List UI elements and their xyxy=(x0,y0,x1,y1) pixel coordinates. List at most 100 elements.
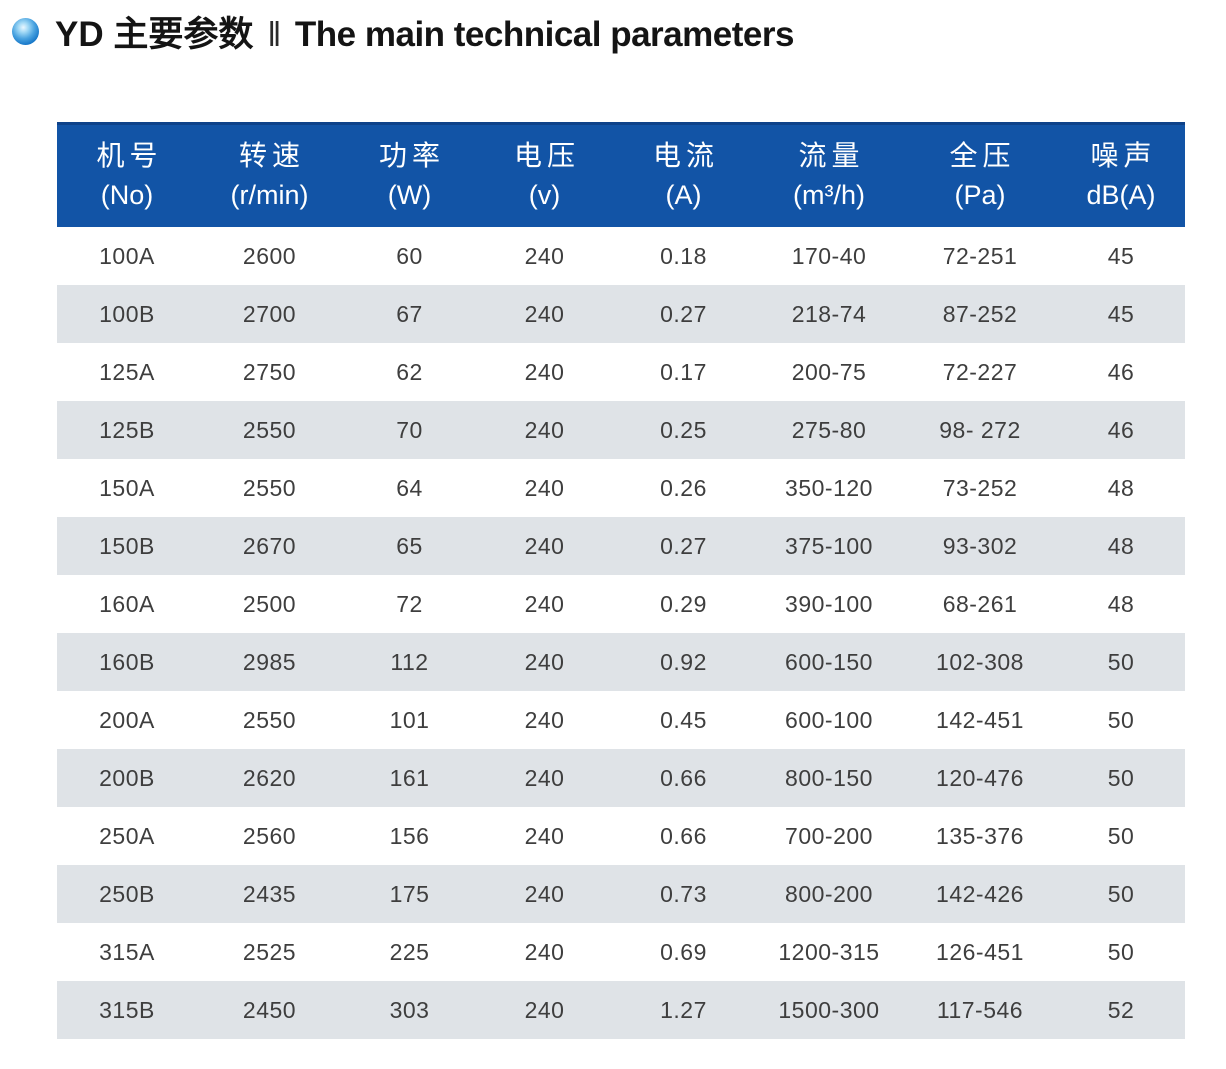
value-cell: 2600 xyxy=(197,227,342,285)
section-title-text: YD 主要参数 ‖ The main technical parameters xyxy=(55,6,794,57)
value-cell: 240 xyxy=(477,227,612,285)
value-cell: 101 xyxy=(342,691,477,749)
value-cell: 72 xyxy=(342,575,477,633)
model-cell: 250A xyxy=(57,807,197,865)
value-cell: 0.29 xyxy=(612,575,755,633)
value-cell: 2550 xyxy=(197,691,342,749)
section-title: YD 主要参数 ‖ The main technical parameters xyxy=(12,6,794,57)
value-cell: 60 xyxy=(342,227,477,285)
value-cell: 0.45 xyxy=(612,691,755,749)
value-cell: 240 xyxy=(477,401,612,459)
value-cell: 240 xyxy=(477,575,612,633)
value-cell: 240 xyxy=(477,343,612,401)
value-cell: 48 xyxy=(1057,575,1185,633)
value-cell: 70 xyxy=(342,401,477,459)
value-cell: 0.73 xyxy=(612,865,755,923)
value-cell: 218-74 xyxy=(755,285,903,343)
col-name: 流量 xyxy=(798,139,865,171)
value-cell: 0.27 xyxy=(612,285,755,343)
table-row: 150B 2670 65 240 0.27 375-100 93-302 48 xyxy=(57,517,1185,575)
parameters-table: 机号 (No) 转速 (r/min) 功率 (W) 电压 (v) 电流 (A xyxy=(57,122,1185,1039)
col-unit: (A) xyxy=(665,179,702,210)
col-name: 功率 xyxy=(378,139,445,171)
value-cell: 2670 xyxy=(197,517,342,575)
title-separator: ‖ xyxy=(267,16,281,54)
value-cell: 240 xyxy=(477,749,612,807)
table-body: 100A 2600 60 240 0.18 170-40 72-251 45 100B 2700 6… xyxy=(57,227,1185,1039)
col-header-voltage: 电压 (v) xyxy=(477,122,612,227)
value-cell: 1200-315 xyxy=(755,923,903,981)
col-unit: (r/min) xyxy=(230,179,309,210)
col-header-model: 机号 (No) xyxy=(57,122,197,227)
blue-sphere-bullet-icon xyxy=(12,18,39,45)
model-cell: 160A xyxy=(57,575,197,633)
value-cell: 126-451 xyxy=(903,923,1057,981)
table-row: 315B 2450 303 240 1.27 1500-300 117-546 52 xyxy=(57,981,1185,1039)
col-unit: (m³/h) xyxy=(793,179,865,210)
value-cell: 117-546 xyxy=(903,981,1057,1039)
value-cell: 200-75 xyxy=(755,343,903,401)
value-cell: 0.69 xyxy=(612,923,755,981)
value-cell: 50 xyxy=(1057,633,1185,691)
value-cell: 156 xyxy=(342,807,477,865)
table-row: 315A 2525 225 240 0.69 1200-315 126-451 50 xyxy=(57,923,1185,981)
table-row: 250B 2435 175 240 0.73 800-200 142-426 50 xyxy=(57,865,1185,923)
value-cell: 0.92 xyxy=(612,633,755,691)
value-cell: 2500 xyxy=(197,575,342,633)
value-cell: 46 xyxy=(1057,401,1185,459)
value-cell: 700-200 xyxy=(755,807,903,865)
col-name: 转速 xyxy=(238,139,305,171)
value-cell: 50 xyxy=(1057,923,1185,981)
model-cell: 150B xyxy=(57,517,197,575)
col-header-pressure: 全压 (Pa) xyxy=(903,122,1057,227)
table-header: 机号 (No) 转速 (r/min) 功率 (W) 电压 (v) 电流 (A xyxy=(57,122,1185,227)
value-cell: 65 xyxy=(342,517,477,575)
col-unit: (Pa) xyxy=(954,179,1006,210)
table-row: 160B 2985 112 240 0.92 600-150 102-308 50 xyxy=(57,633,1185,691)
value-cell: 600-100 xyxy=(755,691,903,749)
value-cell: 175 xyxy=(342,865,477,923)
value-cell: 135-376 xyxy=(903,807,1057,865)
model-cell: 200A xyxy=(57,691,197,749)
value-cell: 800-200 xyxy=(755,865,903,923)
value-cell: 240 xyxy=(477,633,612,691)
header-row: 机号 (No) 转速 (r/min) 功率 (W) 电压 (v) 电流 (A xyxy=(57,122,1185,227)
value-cell: 0.66 xyxy=(612,807,755,865)
value-cell: 120-476 xyxy=(903,749,1057,807)
col-name: 机号 xyxy=(96,139,163,171)
value-cell: 2525 xyxy=(197,923,342,981)
model-cell: 125A xyxy=(57,343,197,401)
value-cell: 46 xyxy=(1057,343,1185,401)
table-row: 150A 2550 64 240 0.26 350-120 73-252 48 xyxy=(57,459,1185,517)
col-unit: dB(A) xyxy=(1086,179,1156,210)
value-cell: 52 xyxy=(1057,981,1185,1039)
value-cell: 2435 xyxy=(197,865,342,923)
value-cell: 240 xyxy=(477,865,612,923)
value-cell: 240 xyxy=(477,285,612,343)
col-header-airflow: 流量 (m³/h) xyxy=(755,122,903,227)
value-cell: 240 xyxy=(477,923,612,981)
value-cell: 73-252 xyxy=(903,459,1057,517)
value-cell: 72-227 xyxy=(903,343,1057,401)
col-header-power: 功率 (W) xyxy=(342,122,477,227)
value-cell: 102-308 xyxy=(903,633,1057,691)
value-cell: 240 xyxy=(477,807,612,865)
model-cell: 100A xyxy=(57,227,197,285)
value-cell: 390-100 xyxy=(755,575,903,633)
col-unit: (v) xyxy=(528,179,561,210)
value-cell: 48 xyxy=(1057,517,1185,575)
table-row: 125A 2750 62 240 0.17 200-75 72-227 46 xyxy=(57,343,1185,401)
value-cell: 800-150 xyxy=(755,749,903,807)
value-cell: 142-451 xyxy=(903,691,1057,749)
model-cell: 150A xyxy=(57,459,197,517)
value-cell: 142-426 xyxy=(903,865,1057,923)
value-cell: 170-40 xyxy=(755,227,903,285)
value-cell: 50 xyxy=(1057,807,1185,865)
value-cell: 64 xyxy=(342,459,477,517)
value-cell: 2550 xyxy=(197,459,342,517)
table-row: 250A 2560 156 240 0.66 700-200 135-376 50 xyxy=(57,807,1185,865)
table-row: 160A 2500 72 240 0.29 390-100 68-261 48 xyxy=(57,575,1185,633)
value-cell: 161 xyxy=(342,749,477,807)
value-cell: 93-302 xyxy=(903,517,1057,575)
model-cell: 315A xyxy=(57,923,197,981)
